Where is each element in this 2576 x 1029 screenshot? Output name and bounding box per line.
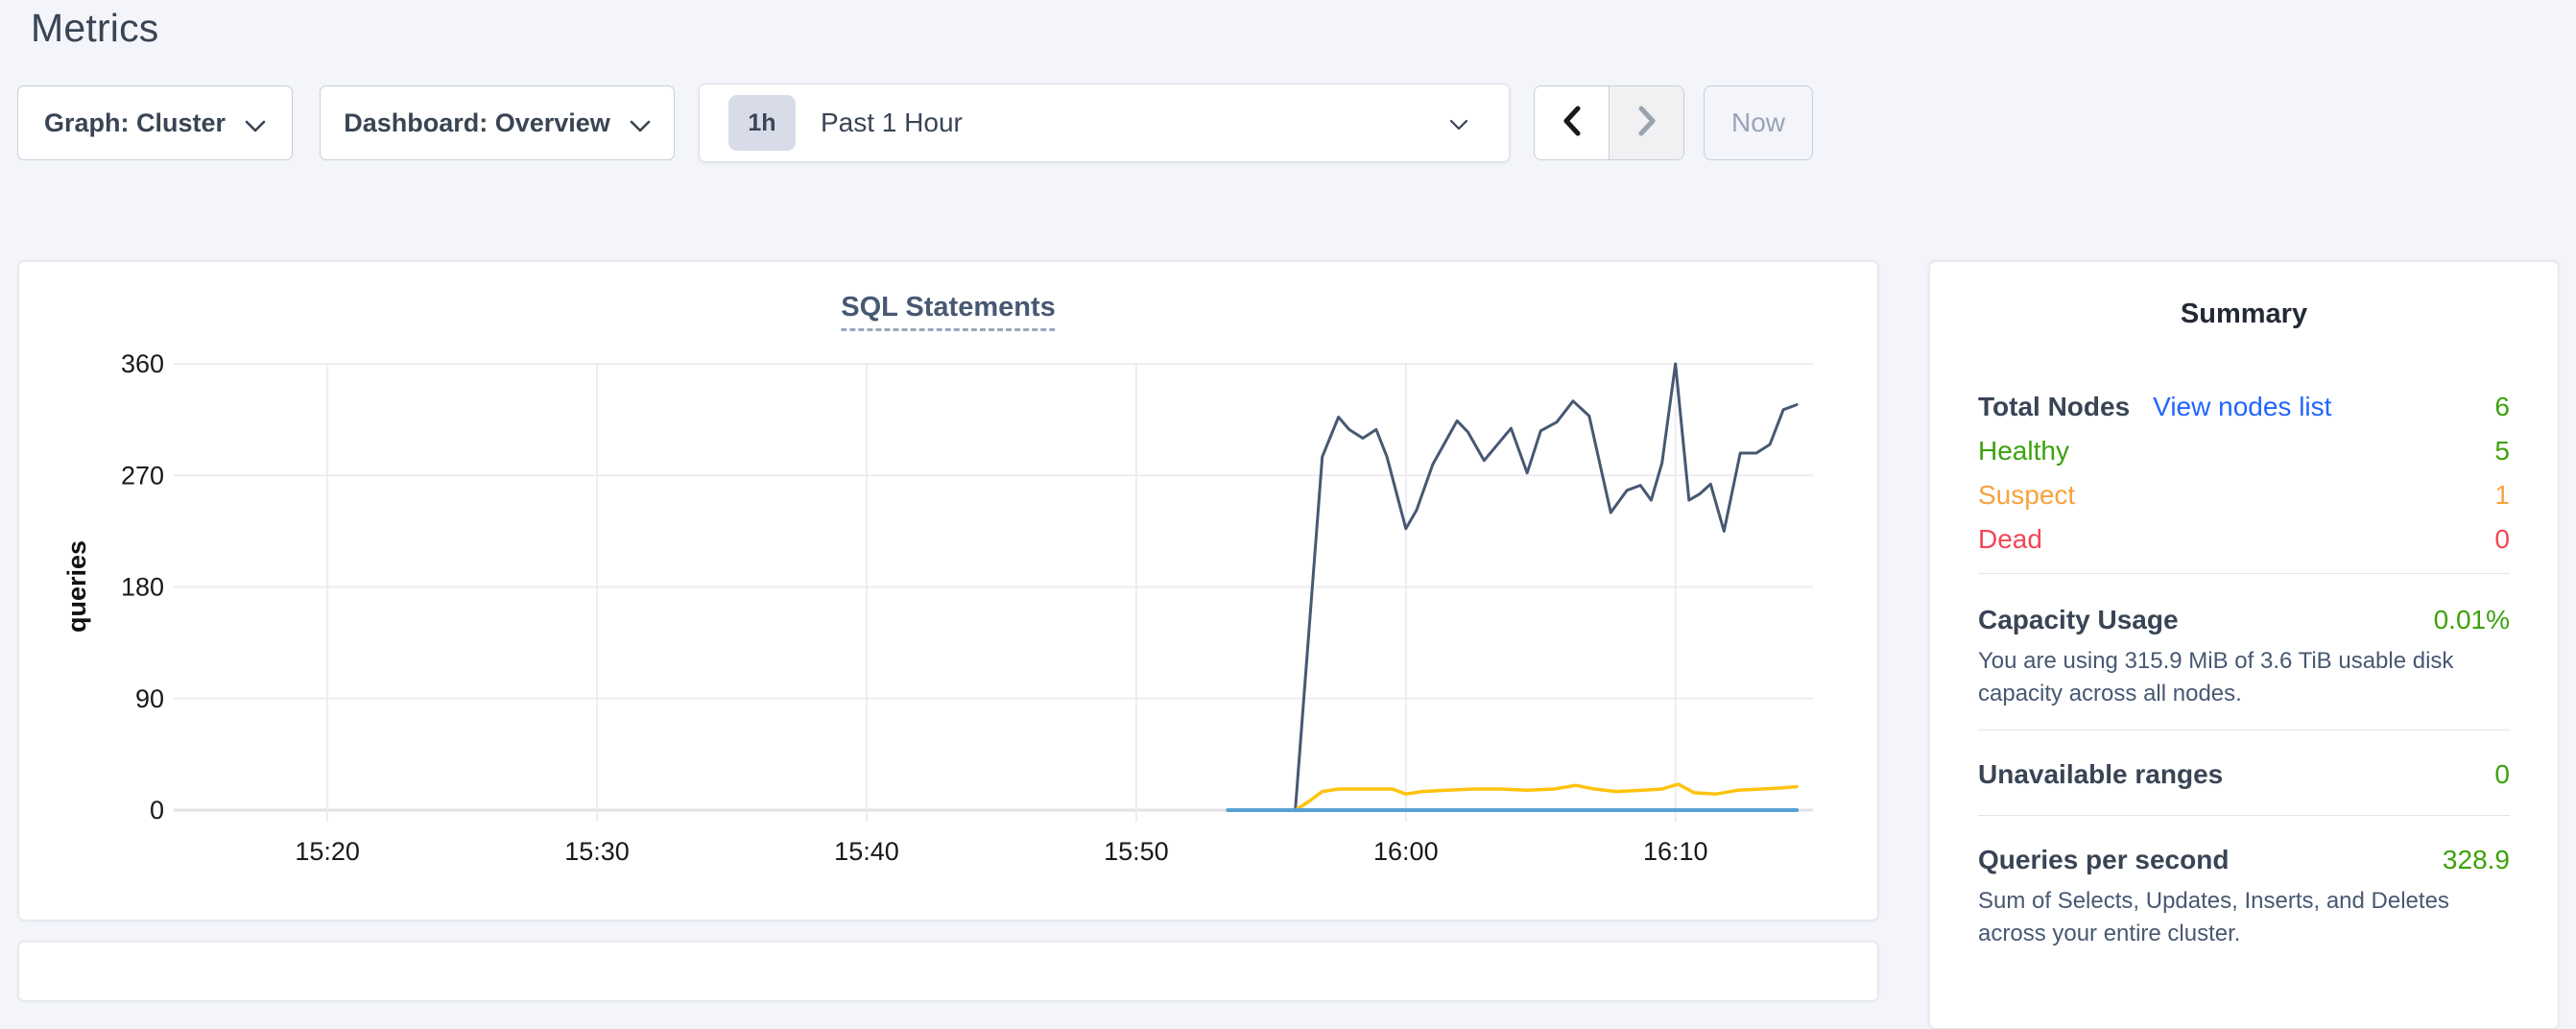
next-time-button[interactable] [1609, 86, 1683, 159]
sql-statements-chart[interactable]: 0 90 180 270 360 15:20 15:30 15:40 15:50 16:00 16:… [19, 262, 1877, 920]
suspect-nodes-row: Suspect 1 [1978, 473, 2510, 517]
svg-text:270: 270 [121, 461, 164, 490]
graph-dropdown[interactable]: Graph: Cluster [17, 85, 293, 160]
divider [1978, 573, 2510, 574]
next-chart-card [18, 942, 1878, 1001]
sql-statements-chart-card: SQL Statements 0 90 180 270 360 15:20 15:30 15:… [18, 261, 1878, 921]
unavailable-ranges-value: 0 [2494, 759, 2510, 789]
svg-text:15:30: 15:30 [564, 837, 630, 866]
total-nodes-label: Total Nodes [1978, 392, 2131, 421]
chevron-down-icon [630, 110, 651, 140]
dashboard-dropdown[interactable]: Dashboard: Overview [320, 85, 675, 160]
svg-text:15:50: 15:50 [1104, 837, 1169, 866]
total-nodes-row: Total Nodes View nodes list 6 [1978, 385, 2510, 429]
suspect-label: Suspect [1978, 480, 2076, 510]
prev-time-button[interactable] [1535, 86, 1609, 159]
unavailable-ranges-row: Unavailable ranges 0 [1978, 755, 2510, 794]
svg-text:0: 0 [150, 796, 164, 825]
time-range-badge: 1h [728, 95, 796, 151]
summary-title: Summary [2180, 299, 2308, 329]
time-range-picker[interactable]: 1h Past 1 Hour [699, 84, 1510, 162]
capacity-usage-description: You are using 315.9 MiB of 3.6 TiB usabl… [1978, 648, 2454, 706]
queries-per-second-description: Sum of Selects, Updates, Inserts, and De… [1978, 888, 2449, 946]
svg-text:90: 90 [135, 684, 164, 713]
healthy-nodes-row: Healthy 5 [1978, 429, 2510, 473]
time-shift-buttons [1534, 85, 1684, 160]
view-nodes-list-link[interactable]: View nodes list [2153, 392, 2332, 421]
chevron-down-icon [1449, 119, 1468, 136]
dashboard-dropdown-label: Dashboard: Overview [344, 108, 610, 137]
capacity-usage-value: 0.01% [2433, 605, 2510, 634]
capacity-usage-label: Capacity Usage [1978, 605, 2179, 634]
now-button[interactable]: Now [1704, 85, 1813, 160]
dead-value: 0 [2494, 524, 2510, 554]
svg-text:queries: queries [62, 540, 91, 633]
svg-text:15:40: 15:40 [834, 837, 899, 866]
svg-text:360: 360 [121, 349, 164, 378]
chevron-left-icon [1560, 105, 1585, 142]
healthy-label: Healthy [1978, 436, 2069, 466]
summary-panel: Summary Total Nodes View nodes list 6 He… [1929, 261, 2559, 1029]
svg-text:180: 180 [121, 573, 164, 602]
chevron-right-icon [1634, 105, 1659, 142]
unavailable-ranges-label: Unavailable ranges [1978, 759, 2224, 789]
dead-label: Dead [1978, 524, 2042, 554]
svg-text:15:20: 15:20 [295, 837, 360, 866]
total-nodes-value: 6 [2494, 392, 2510, 421]
time-range-label: Past 1 Hour [821, 108, 963, 137]
suspect-value: 1 [2494, 480, 2510, 510]
chevron-down-icon [245, 110, 266, 140]
svg-text:16:00: 16:00 [1373, 837, 1439, 866]
queries-per-second-label: Queries per second [1978, 845, 2230, 874]
svg-text:16:10: 16:10 [1643, 837, 1708, 866]
dead-nodes-row: Dead 0 [1978, 517, 2510, 562]
divider [1978, 815, 2510, 816]
chart-title[interactable]: SQL Statements [841, 291, 1056, 331]
capacity-usage-row: Capacity Usage 0.01% [1978, 601, 2510, 639]
page-title: Metrics [31, 6, 159, 50]
queries-per-second-row: Queries per second 328.9 [1978, 841, 2510, 879]
graph-dropdown-label: Graph: Cluster [43, 108, 227, 137]
healthy-value: 5 [2494, 436, 2510, 466]
queries-per-second-value: 328.9 [2442, 845, 2510, 874]
